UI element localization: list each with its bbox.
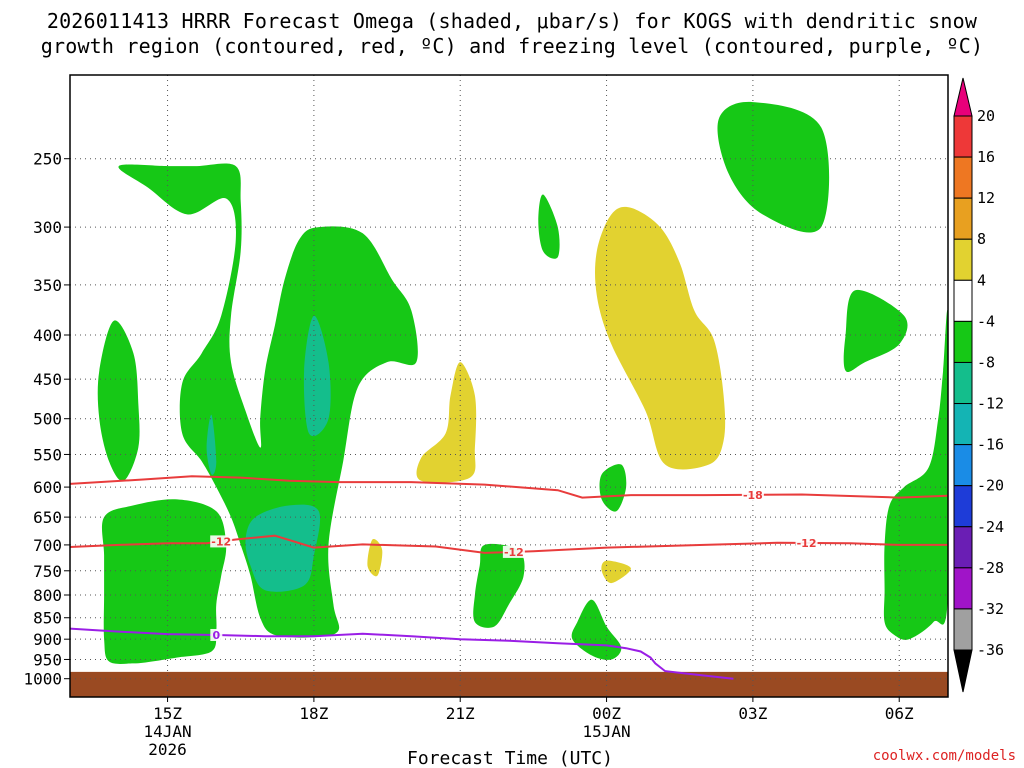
x-tick-date: 15JAN [582,722,630,741]
colorbar-swatch [953,361,973,405]
colorbar-swatch [953,403,973,446]
y-axis: 250 300 350 400 450 500 550 600 650 700 750 800 850 9… [23,150,70,689]
omega-region-11 [416,362,477,483]
chart-title-line-1: 2026011413 HRRR Forecast Omega (shaded, … [46,9,978,33]
x-axis-label: Forecast Time (UTC) [407,748,613,768]
colorbar-swatch [953,115,973,158]
colorbar-swatch [953,608,973,651]
freezing-level-label: 0 [213,629,221,642]
colorbar-label: -20 [977,477,1004,495]
omega-region-3 [538,194,560,259]
colorbar-swatch [953,567,973,610]
dgz-label-bg-1-1 [502,545,525,558]
y-tick-label: 1000 [23,670,62,689]
omega-region-16 [206,414,217,475]
y-tick-label: 300 [33,218,62,237]
omega-region-7 [473,543,525,628]
colorbar-top-arrow [953,77,973,117]
x-tick-date: 14JAN [143,722,191,741]
colorbar-swatch [953,156,973,199]
y-tick-label: 450 [33,370,62,389]
credit-link[interactable]: coolwx.com/models [873,748,1016,764]
y-tick-label: 850 [33,609,62,628]
gridlines [70,75,948,697]
y-tick-label: 500 [33,410,62,429]
colorbar-swatch [953,197,973,240]
colorbar-label: 16 [977,148,995,166]
colorbar-label: -16 [977,436,1004,454]
ground-surface [70,671,948,697]
y-tick-label: 700 [33,536,62,555]
x-tick-label: 06Z [885,704,914,723]
colorbar-label: 12 [977,189,995,207]
omega-region-0 [118,163,418,638]
colorbar-bottom-arrow [953,649,973,693]
omega-region-4 [717,101,830,233]
colorbar-label: -8 [977,353,995,371]
chart-title-line-2: growth region (contoured, red, ºC) and f… [40,34,984,58]
omega-region-2 [97,320,140,482]
x-tick-label: 00Z [592,704,621,723]
colorbar-swatch [953,320,973,363]
colorbar-swatch [953,526,973,569]
y-tick-label: 650 [33,508,62,527]
x-tick-label: 03Z [738,704,767,723]
colorbar: 20 16 12 8 4 -4 -8 -12 -16 -20 -24 -28 -32 -36 [953,77,1004,693]
colorbar-label: -4 [977,312,995,330]
omega-region-1 [101,499,227,664]
dgz-label-bg-0-0 [741,488,764,501]
y-tick-label: 950 [33,650,62,669]
omega-region-6 [883,310,948,640]
omega-region-12 [367,538,383,577]
dgz-contour-label: -18 [743,489,763,502]
colorbar-swatch [953,485,973,528]
x-tick-year: 2026 [148,740,187,759]
x-tick-label: 21Z [446,704,475,723]
plot-frame [69,74,949,698]
colorbar-swatch [953,238,973,281]
y-tick-label: 550 [33,445,62,464]
y-tick-label: 350 [33,276,62,295]
dgz-contour-label: -12 [504,546,524,559]
omega-region-5 [843,289,908,372]
freezing-label-bg [210,628,223,641]
omega-shading-layer [97,101,948,664]
omega-region-14 [245,504,321,592]
omega-region-15 [303,315,331,437]
y-tick-label: 250 [33,150,62,169]
x-tick-label: 15Z [153,704,182,723]
colorbar-label: -24 [977,518,1004,536]
colorbar-label: -28 [977,559,1004,577]
dgz-label-bg-1-2 [795,536,818,549]
omega-region-10 [595,206,726,470]
colorbar-label: -36 [977,641,1004,659]
dgz-contour-label: -12 [211,535,231,548]
omega-region-13 [601,560,631,584]
colorbar-swatch [953,444,973,487]
y-tick-label: 750 [33,562,62,581]
colorbar-label: 4 [977,271,986,289]
y-tick-label: 800 [33,586,62,605]
colorbar-label: -12 [977,395,1004,413]
y-tick-label: 600 [33,478,62,497]
dgz-contour-label: -12 [797,537,817,550]
colorbar-label: 20 [977,107,995,125]
x-tick-label: 18Z [299,704,328,723]
dgz-contour--18 [70,475,948,499]
y-tick-label: 400 [33,326,62,345]
colorbar-label: 8 [977,230,986,248]
contour-layer: -18 -12 -12 -12 0 [70,475,948,680]
colorbar-swatch [953,279,973,322]
y-tick-label: 900 [33,630,62,649]
colorbar-label: -32 [977,600,1004,618]
dgz-label-bg-1-0 [210,535,233,548]
